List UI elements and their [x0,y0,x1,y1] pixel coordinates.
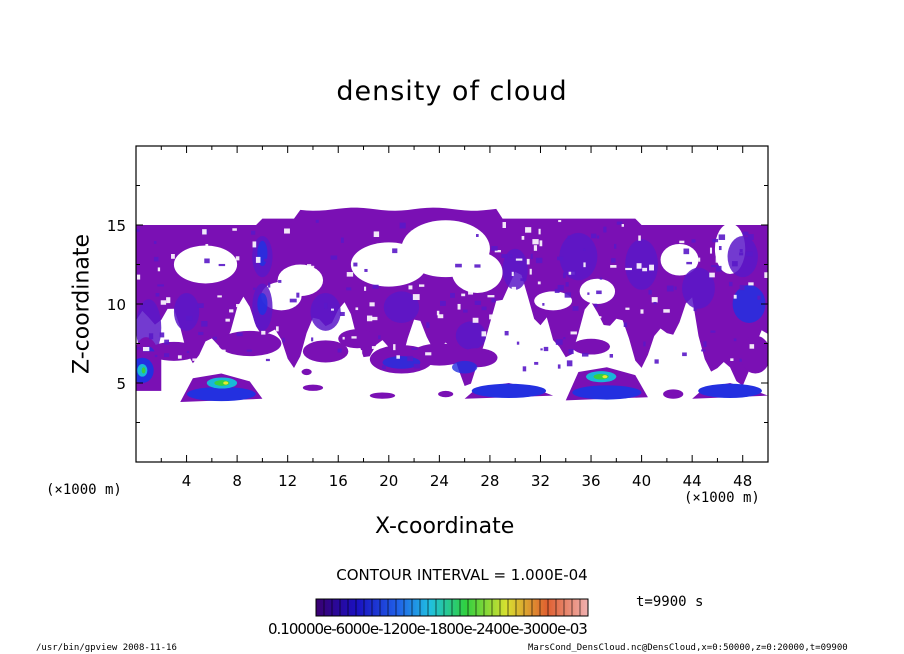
footer-program-date: /usr/bin/gpview 2008-11-16 [36,643,177,653]
contour-interval-label: CONTOUR INTERVAL = 1.000E-04 [336,566,588,584]
colorbar-tick-labels: 0.10000e-6000e-1200e-1800e-2400e-3000e-0… [268,620,588,638]
x-tick-label: 20 [379,472,398,490]
x-axis-ticks: 4 8 12 16 20 24 28 32 36 40 44 48 [160,146,752,490]
chart-title: density of cloud [336,76,568,107]
x-unit-label-left: (×1000 m) [46,482,122,498]
cloud-density-field [136,207,768,402]
colorbar [315,598,589,617]
x-tick-label: 44 [683,472,702,490]
time-label: t=9900 s [636,594,704,610]
x-tick-label: 36 [581,472,600,490]
y-tick-label: 10 [107,296,126,314]
y-tick-label: 15 [107,217,126,235]
x-axis-label: X-coordinate [375,514,515,539]
footer-source: MarsCond_DensCloud.nc@DensCloud,x=0:5000… [528,643,848,653]
y-axis-label: Z-coordinate [69,234,95,374]
y-axis-ticks: 5 10 15 [107,185,768,423]
x-tick-label: 8 [232,472,242,490]
x-tick-label: 28 [480,472,499,490]
x-unit-label-right: (×1000 m) [684,490,760,506]
x-tick-label: 4 [182,472,192,490]
x-tick-label: 48 [733,472,752,490]
y-tick-label: 5 [116,375,126,393]
x-tick-label: 16 [329,472,348,490]
x-tick-label: 12 [278,472,297,490]
x-tick-label: 40 [632,472,651,490]
x-tick-label: 24 [430,472,449,490]
x-tick-label: 32 [531,472,550,490]
